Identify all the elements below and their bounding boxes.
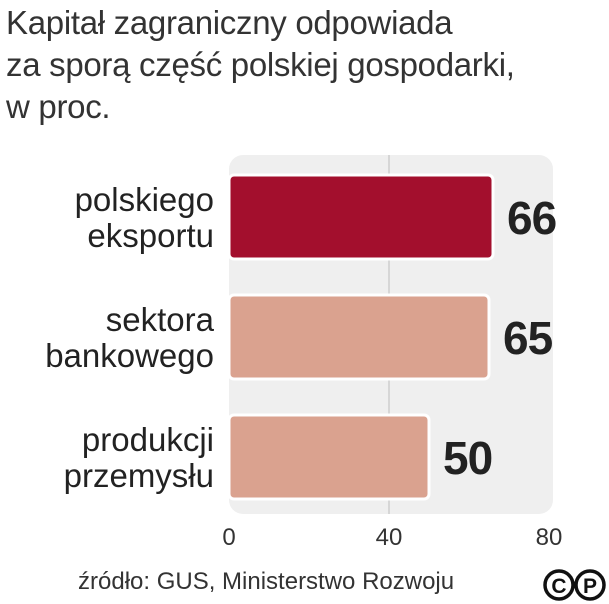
category-label-3: produkcji przemysłu: [64, 421, 214, 494]
copyright-press-icon: C P: [543, 569, 606, 601]
bar-1: [227, 173, 495, 261]
category-label-1-line-1: polskiego: [75, 181, 214, 218]
category-label-2-line-1: sektora: [106, 301, 215, 338]
bar-chart: 66 polskiego eksportu 65 sektora bankowego 50 p…: [45, 155, 563, 551]
value-label-2: 65: [503, 312, 553, 364]
x-tick-label-80: 80: [536, 524, 563, 551]
source-note: źródło: GUS, Ministerstwo Rozwoju: [78, 568, 455, 595]
value-label-3: 50: [443, 432, 492, 484]
x-tick-label-0: 0: [222, 524, 235, 551]
logo-letter-c: C: [551, 575, 566, 598]
value-label-1: 66: [507, 192, 556, 244]
chart-title: Kapitał zagraniczny odpowiada za sporą c…: [6, 2, 606, 128]
category-label-3-line-1: produkcji: [82, 421, 214, 458]
x-tick-label-40: 40: [376, 524, 403, 551]
category-label-2-line-2: bankowego: [45, 337, 214, 374]
title-line-1: Kapitał zagraniczny odpowiada: [6, 4, 453, 41]
title-line-3: w proc.: [6, 88, 111, 125]
category-label-1: polskiego eksportu: [75, 181, 214, 254]
category-label-2: sektora bankowego: [45, 301, 214, 374]
category-label-3-line-2: przemysłu: [64, 457, 214, 494]
logo-letter-p: P: [583, 575, 597, 598]
category-label-1-line-2: eksportu: [87, 217, 214, 254]
bar-3: [227, 413, 431, 501]
bar-2: [227, 293, 491, 381]
title-line-2: za sporą część polskiej gospodarki,: [6, 46, 515, 83]
